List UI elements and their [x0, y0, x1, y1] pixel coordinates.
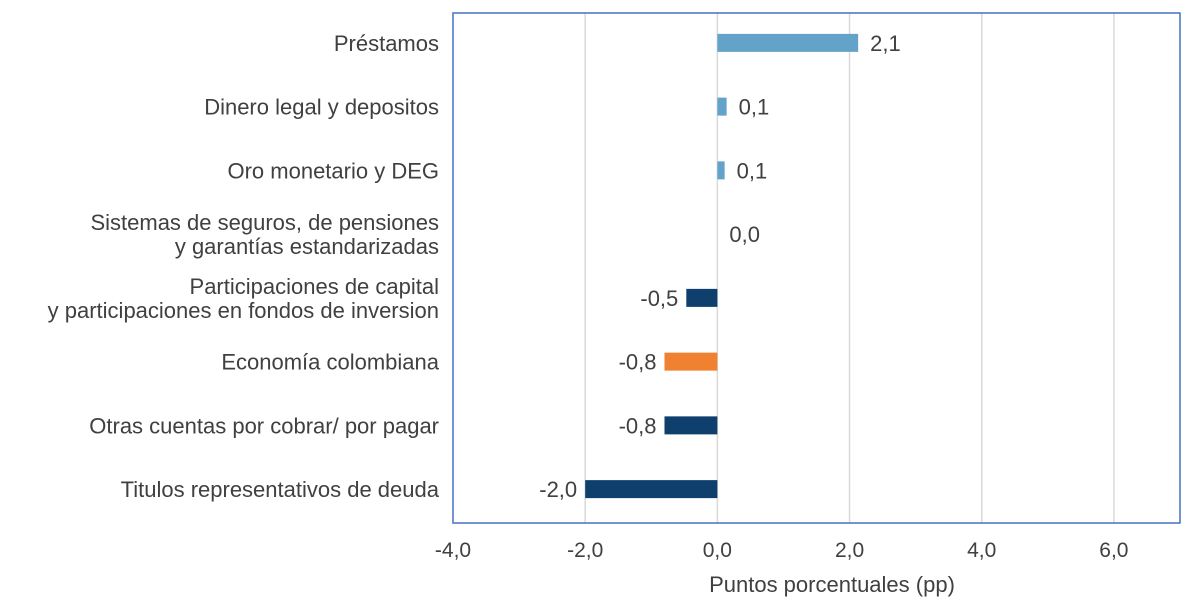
x-tick-label: -4,0: [435, 539, 471, 562]
category-label: Oro monetario y DEG: [227, 158, 439, 183]
bar: [717, 33, 859, 52]
bar: [664, 416, 718, 435]
data-label: -0,8: [619, 413, 657, 438]
category-label: Titulos representativos de deuda: [121, 477, 440, 502]
data-label: -0,5: [640, 286, 678, 311]
x-axis-label: Puntos porcentuales (pp): [709, 572, 955, 597]
category-label: Otras cuentas por cobrar/ por pagar: [89, 413, 439, 438]
x-tick-label: -2,0: [567, 539, 603, 562]
bar: [664, 352, 718, 371]
category-label: Economía colombiana: [221, 350, 439, 375]
plot-area-border: [452, 12, 1181, 524]
x-tick-labels: -4,0 -2,0 0,0 2,0 4,0 6,0: [435, 539, 1129, 562]
bar: [686, 288, 718, 307]
category-label: Dinero legal y depositos: [204, 95, 439, 120]
grid-lines: [584, 13, 1115, 523]
bars: 2,1 0,1 0,1 0,0 -0,5 -0,8 -0,8 -2,0: [539, 31, 900, 502]
x-tick-label: 2,0: [835, 539, 864, 562]
data-label: 0,0: [729, 222, 760, 247]
category-label: Participaciones de capital: [190, 274, 439, 299]
data-label: -0,8: [619, 350, 657, 375]
category-label: Sistemas de seguros, de pensiones: [90, 210, 439, 235]
x-tick-label: 4,0: [967, 539, 996, 562]
category-labels: Préstamos Dinero legal y depositos Oro mon…: [48, 31, 440, 502]
data-label: 2,1: [870, 31, 901, 56]
data-label: 0,1: [739, 95, 770, 120]
bar: [717, 97, 727, 116]
category-label: y garantías estandarizadas: [175, 234, 439, 259]
bar: [717, 161, 725, 180]
data-label: 0,1: [737, 158, 768, 183]
bar: [585, 480, 718, 499]
x-tick-label: 0,0: [703, 539, 732, 562]
x-tick-label: 6,0: [1099, 539, 1128, 562]
data-label: -2,0: [539, 477, 577, 502]
category-label: y participaciones en fondos de inversion: [48, 298, 439, 323]
category-label: Préstamos: [334, 31, 439, 56]
